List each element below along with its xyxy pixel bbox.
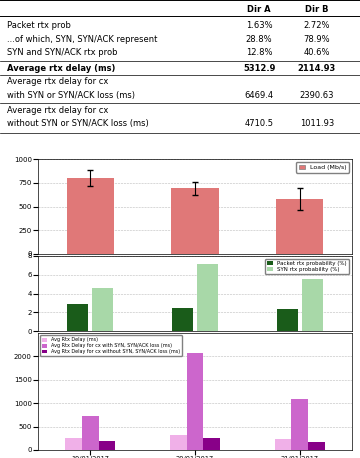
Text: Packet rtx prob: Packet rtx prob <box>7 21 71 30</box>
Bar <box>291 399 308 450</box>
Text: 12.8%: 12.8% <box>246 49 273 57</box>
Bar <box>171 188 219 254</box>
Text: Dir B: Dir B <box>305 5 329 14</box>
Text: without SYN or SYN/ACK loss (ms): without SYN or SYN/ACK loss (ms) <box>7 120 149 128</box>
Legend: Packet rtx probability (%), SYN rtx probability (%): Packet rtx probability (%), SYN rtx prob… <box>265 259 349 274</box>
Text: 40.6%: 40.6% <box>303 49 330 57</box>
Bar <box>82 416 99 450</box>
Text: SYN and SYN/ACK rtx prob: SYN and SYN/ACK rtx prob <box>7 49 118 57</box>
Bar <box>302 279 323 331</box>
Bar <box>276 199 323 254</box>
Bar <box>99 441 116 450</box>
Text: 5312.9: 5312.9 <box>243 64 275 73</box>
Text: with SYN or SYN/ACK loss (ms): with SYN or SYN/ACK loss (ms) <box>7 91 135 100</box>
Text: Average rtx delay for cx: Average rtx delay for cx <box>7 77 109 86</box>
Text: Average rtx delay (ms): Average rtx delay (ms) <box>7 64 116 73</box>
Bar <box>67 178 114 254</box>
Bar <box>67 304 88 331</box>
Bar <box>93 288 113 331</box>
Bar <box>275 439 291 450</box>
Text: 78.9%: 78.9% <box>303 35 330 44</box>
Legend: Avg Rtx Delay (ms), Avg Rtx Delay for cx with SYN, SYN/ACK loss (ms), Avg Rtx De: Avg Rtx Delay (ms), Avg Rtx Delay for cx… <box>40 335 182 356</box>
Legend: Load (Mb/s): Load (Mb/s) <box>296 162 349 173</box>
Text: Dir A: Dir A <box>247 5 271 14</box>
Text: 2114.93: 2114.93 <box>298 64 336 73</box>
Text: 2390.63: 2390.63 <box>300 91 334 100</box>
Bar <box>65 438 82 450</box>
Text: 6469.4: 6469.4 <box>245 91 274 100</box>
Bar <box>170 435 186 450</box>
Text: 1011.93: 1011.93 <box>300 120 334 128</box>
Text: 4710.5: 4710.5 <box>245 120 274 128</box>
Bar <box>203 438 220 450</box>
Text: 28.8%: 28.8% <box>246 35 273 44</box>
Bar <box>308 442 325 450</box>
Bar <box>197 264 218 331</box>
Text: 2.72%: 2.72% <box>303 21 330 30</box>
Bar <box>186 353 203 450</box>
Text: Average rtx delay for cx: Average rtx delay for cx <box>7 106 109 115</box>
Bar <box>276 309 298 331</box>
Text: ...of which, SYN, SYN/ACK represent: ...of which, SYN, SYN/ACK represent <box>7 35 158 44</box>
Bar <box>172 308 193 331</box>
Text: 1.63%: 1.63% <box>246 21 273 30</box>
